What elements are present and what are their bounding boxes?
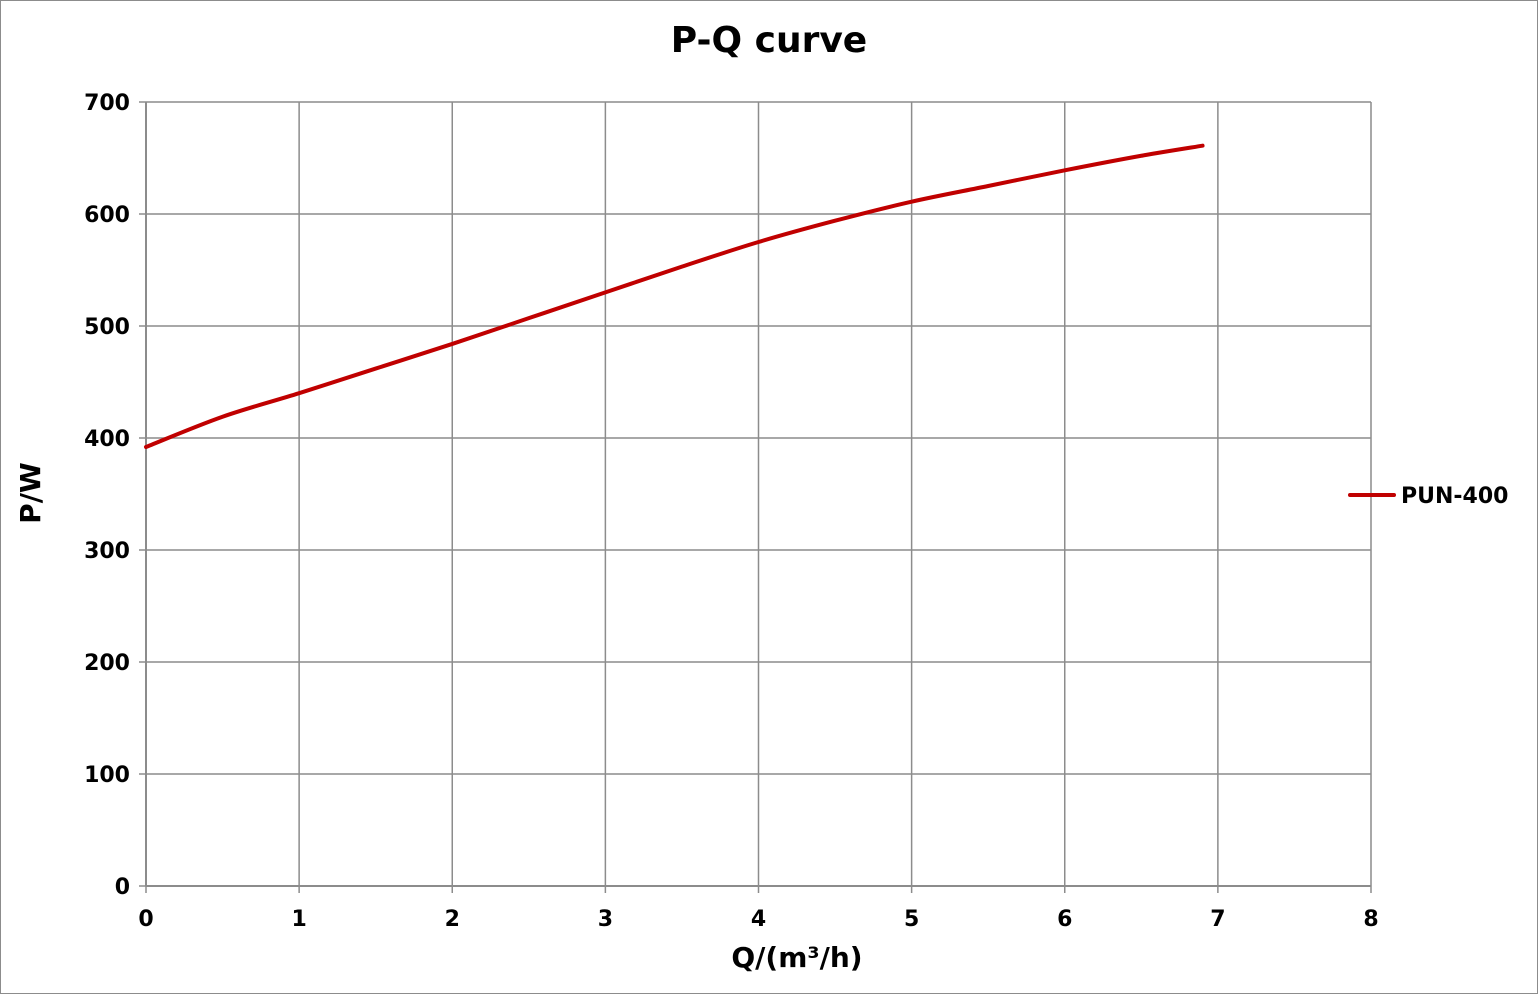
- y-tick-label: 0: [115, 875, 130, 900]
- x-tick-label: 7: [1210, 907, 1225, 932]
- y-tick-label: 700: [84, 91, 130, 116]
- y-tick-label: 100: [84, 763, 130, 788]
- y-tick-label: 500: [84, 315, 130, 340]
- legend: PUN-400: [1348, 484, 1508, 509]
- series-line-pun-400: [144, 143, 1205, 449]
- x-tick-label: 6: [1057, 907, 1072, 932]
- y-tick-label: 300: [84, 539, 130, 564]
- x-tick-label: 1: [291, 907, 306, 932]
- x-tick-label: 5: [904, 907, 919, 932]
- y-tick-label: 600: [84, 203, 130, 228]
- x-axis-label: Q/(m³/h): [731, 941, 862, 974]
- x-tick-label: 0: [138, 907, 153, 932]
- x-tick-label: 2: [445, 907, 460, 932]
- chart-title: P-Q curve: [671, 20, 867, 61]
- legend-label: PUN-400: [1401, 484, 1508, 509]
- axes: [139, 101, 1372, 893]
- x-tick-label: 8: [1363, 907, 1378, 932]
- x-tick-label: 3: [598, 907, 613, 932]
- y-tick-label: 200: [84, 651, 130, 676]
- y-axis-label: P/W: [14, 462, 47, 524]
- grid: [146, 101, 1372, 886]
- tick-labels: 0 1 2 3 4 5 6 7 8 0 100 200 300 400 500 600 700: [84, 91, 1379, 932]
- y-tick-label: 400: [84, 427, 130, 452]
- series-group: [144, 143, 1205, 449]
- x-tick-label: 4: [751, 907, 766, 932]
